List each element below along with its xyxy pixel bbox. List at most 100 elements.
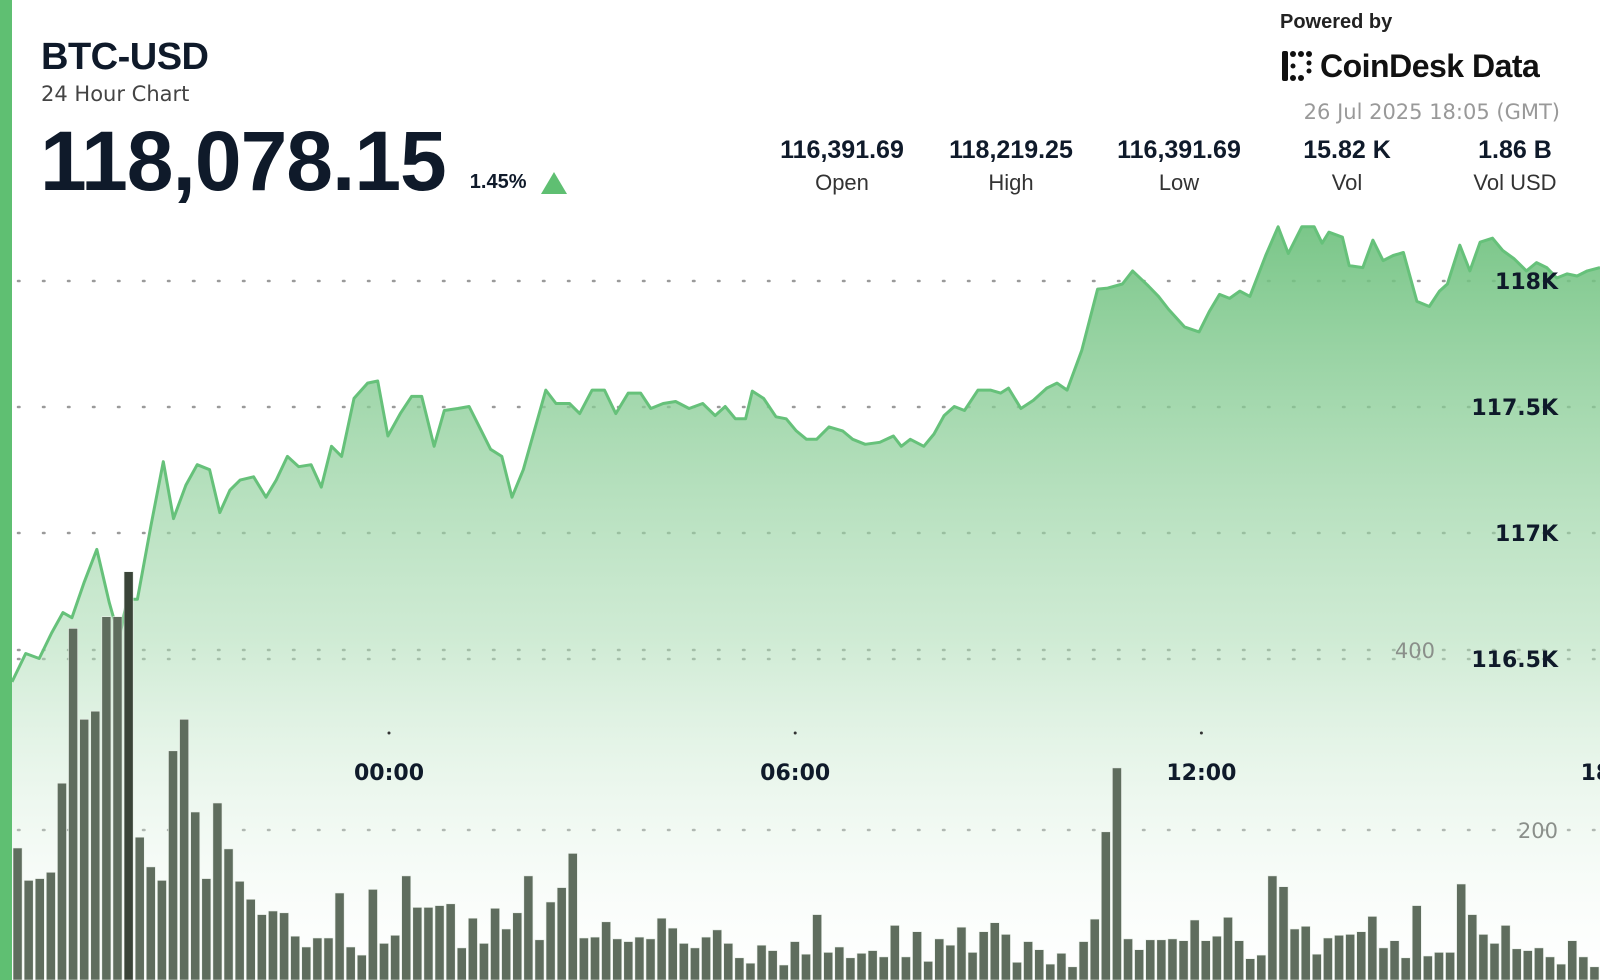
volume-bar (1223, 916, 1233, 980)
volume-bar (1034, 949, 1045, 980)
volume-bar (945, 944, 956, 980)
volume-bar (1123, 938, 1133, 980)
price-line (10, 225, 1600, 683)
volume-bar (245, 898, 256, 980)
stat-vol: 15.82 K Vol (1267, 136, 1427, 196)
volume-bar (823, 952, 834, 980)
x-axis-label: 00:00 (354, 761, 424, 786)
volume-bar (590, 936, 600, 980)
stat-label: Vol USD (1473, 170, 1557, 195)
volume-bar (68, 628, 78, 980)
volume-bar (645, 938, 656, 980)
volume-bar (356, 954, 367, 980)
volume-bar (1001, 934, 1011, 980)
volume-bar (1589, 966, 1600, 980)
volume-bar (912, 931, 922, 980)
volume-bar (190, 811, 201, 980)
volume-bar (1389, 940, 1400, 980)
stat-open: 116,391.69 Open (762, 136, 922, 196)
volume-bar (1445, 952, 1455, 980)
volume-bar (1522, 950, 1533, 980)
x-axis-label: 12:00 (1166, 761, 1236, 786)
volume-bar (490, 907, 500, 980)
volume-bar (1012, 961, 1022, 980)
volume-bar (667, 927, 678, 980)
volume-bar (756, 944, 767, 980)
volume-bar (1178, 940, 1189, 980)
volume-bar (1089, 918, 1100, 980)
volume-bar (90, 710, 101, 980)
stat-vol-usd: 1.86 B Vol USD (1435, 136, 1595, 196)
volume-bar (856, 952, 867, 980)
price-area-fill (12, 226, 1600, 980)
volume-bar (1067, 966, 1078, 980)
volume-bar (234, 880, 245, 980)
volume-bar (1400, 957, 1411, 980)
price-axis-label: 116.5K (1471, 648, 1559, 673)
volume-bar (390, 934, 400, 980)
volume-bar (179, 718, 189, 980)
volume-bar (634, 936, 645, 980)
volume-bar (978, 931, 989, 980)
volume-bar (956, 926, 967, 980)
volume-bar (1478, 934, 1489, 980)
volume-bar (279, 912, 289, 980)
volume-bar (745, 962, 756, 980)
stat-label: Vol (1331, 170, 1363, 195)
volume-bar (1056, 952, 1067, 980)
volume-bar (1534, 947, 1544, 980)
volume-bar (523, 875, 534, 980)
volume-bar (268, 910, 278, 980)
volume-bar (556, 887, 567, 980)
volume-bar (1289, 928, 1300, 980)
volume-bar (678, 943, 689, 980)
coindesk-logo-icon (1282, 51, 1312, 81)
volume-bar (923, 961, 934, 980)
volume-bar (1134, 949, 1144, 980)
volume-bar (157, 880, 167, 980)
volume-bar (690, 947, 700, 980)
volume-bar (1556, 963, 1566, 980)
volume-bar (368, 889, 378, 980)
volume-bar (168, 750, 178, 980)
volume-bar (23, 880, 34, 980)
stat-value: 118,219.25 (949, 136, 1073, 164)
volume-bar (1456, 883, 1467, 980)
volume-bar (1234, 940, 1244, 980)
volume-bar (401, 875, 412, 980)
volume-bar (112, 616, 123, 980)
volume-bar (1167, 938, 1178, 980)
powered-by-label: Powered by (1280, 11, 1393, 33)
volume-bar (1300, 925, 1311, 980)
volume-bar (1267, 875, 1278, 980)
stat-label: High (988, 170, 1034, 195)
price-row: 118,078.15 1.45% (40, 118, 567, 204)
volume-bar (1489, 943, 1500, 980)
volume-bar (1323, 937, 1333, 980)
coindesk-data-logo: CoinDesk Data (1280, 48, 1540, 84)
volume-bar (834, 946, 845, 980)
volume-bar (46, 871, 56, 980)
volume-bar (1434, 952, 1444, 980)
volume-bar (412, 907, 423, 980)
volume-bar (1256, 954, 1267, 980)
volume-bar (468, 917, 478, 980)
volume-bar (57, 782, 67, 980)
volume-bar (545, 901, 556, 980)
stat-label: Open (815, 170, 869, 195)
volume-bar (878, 956, 889, 980)
x-axis-tick (1199, 731, 1203, 735)
volume-bar (989, 922, 1000, 980)
volume-bar (257, 914, 267, 980)
volume-bar (1356, 931, 1367, 980)
volume-bar (1567, 940, 1578, 980)
volume-bar (1545, 956, 1555, 980)
volume-bar (479, 943, 489, 980)
volume-bar (1467, 914, 1478, 980)
price-axis-label: 117.5K (1471, 396, 1559, 421)
stat-value: 15.82 K (1303, 136, 1391, 164)
volume-bar (790, 941, 800, 980)
volume-bar (612, 938, 623, 980)
volume-bar (145, 866, 156, 980)
volume-bar (323, 937, 334, 980)
